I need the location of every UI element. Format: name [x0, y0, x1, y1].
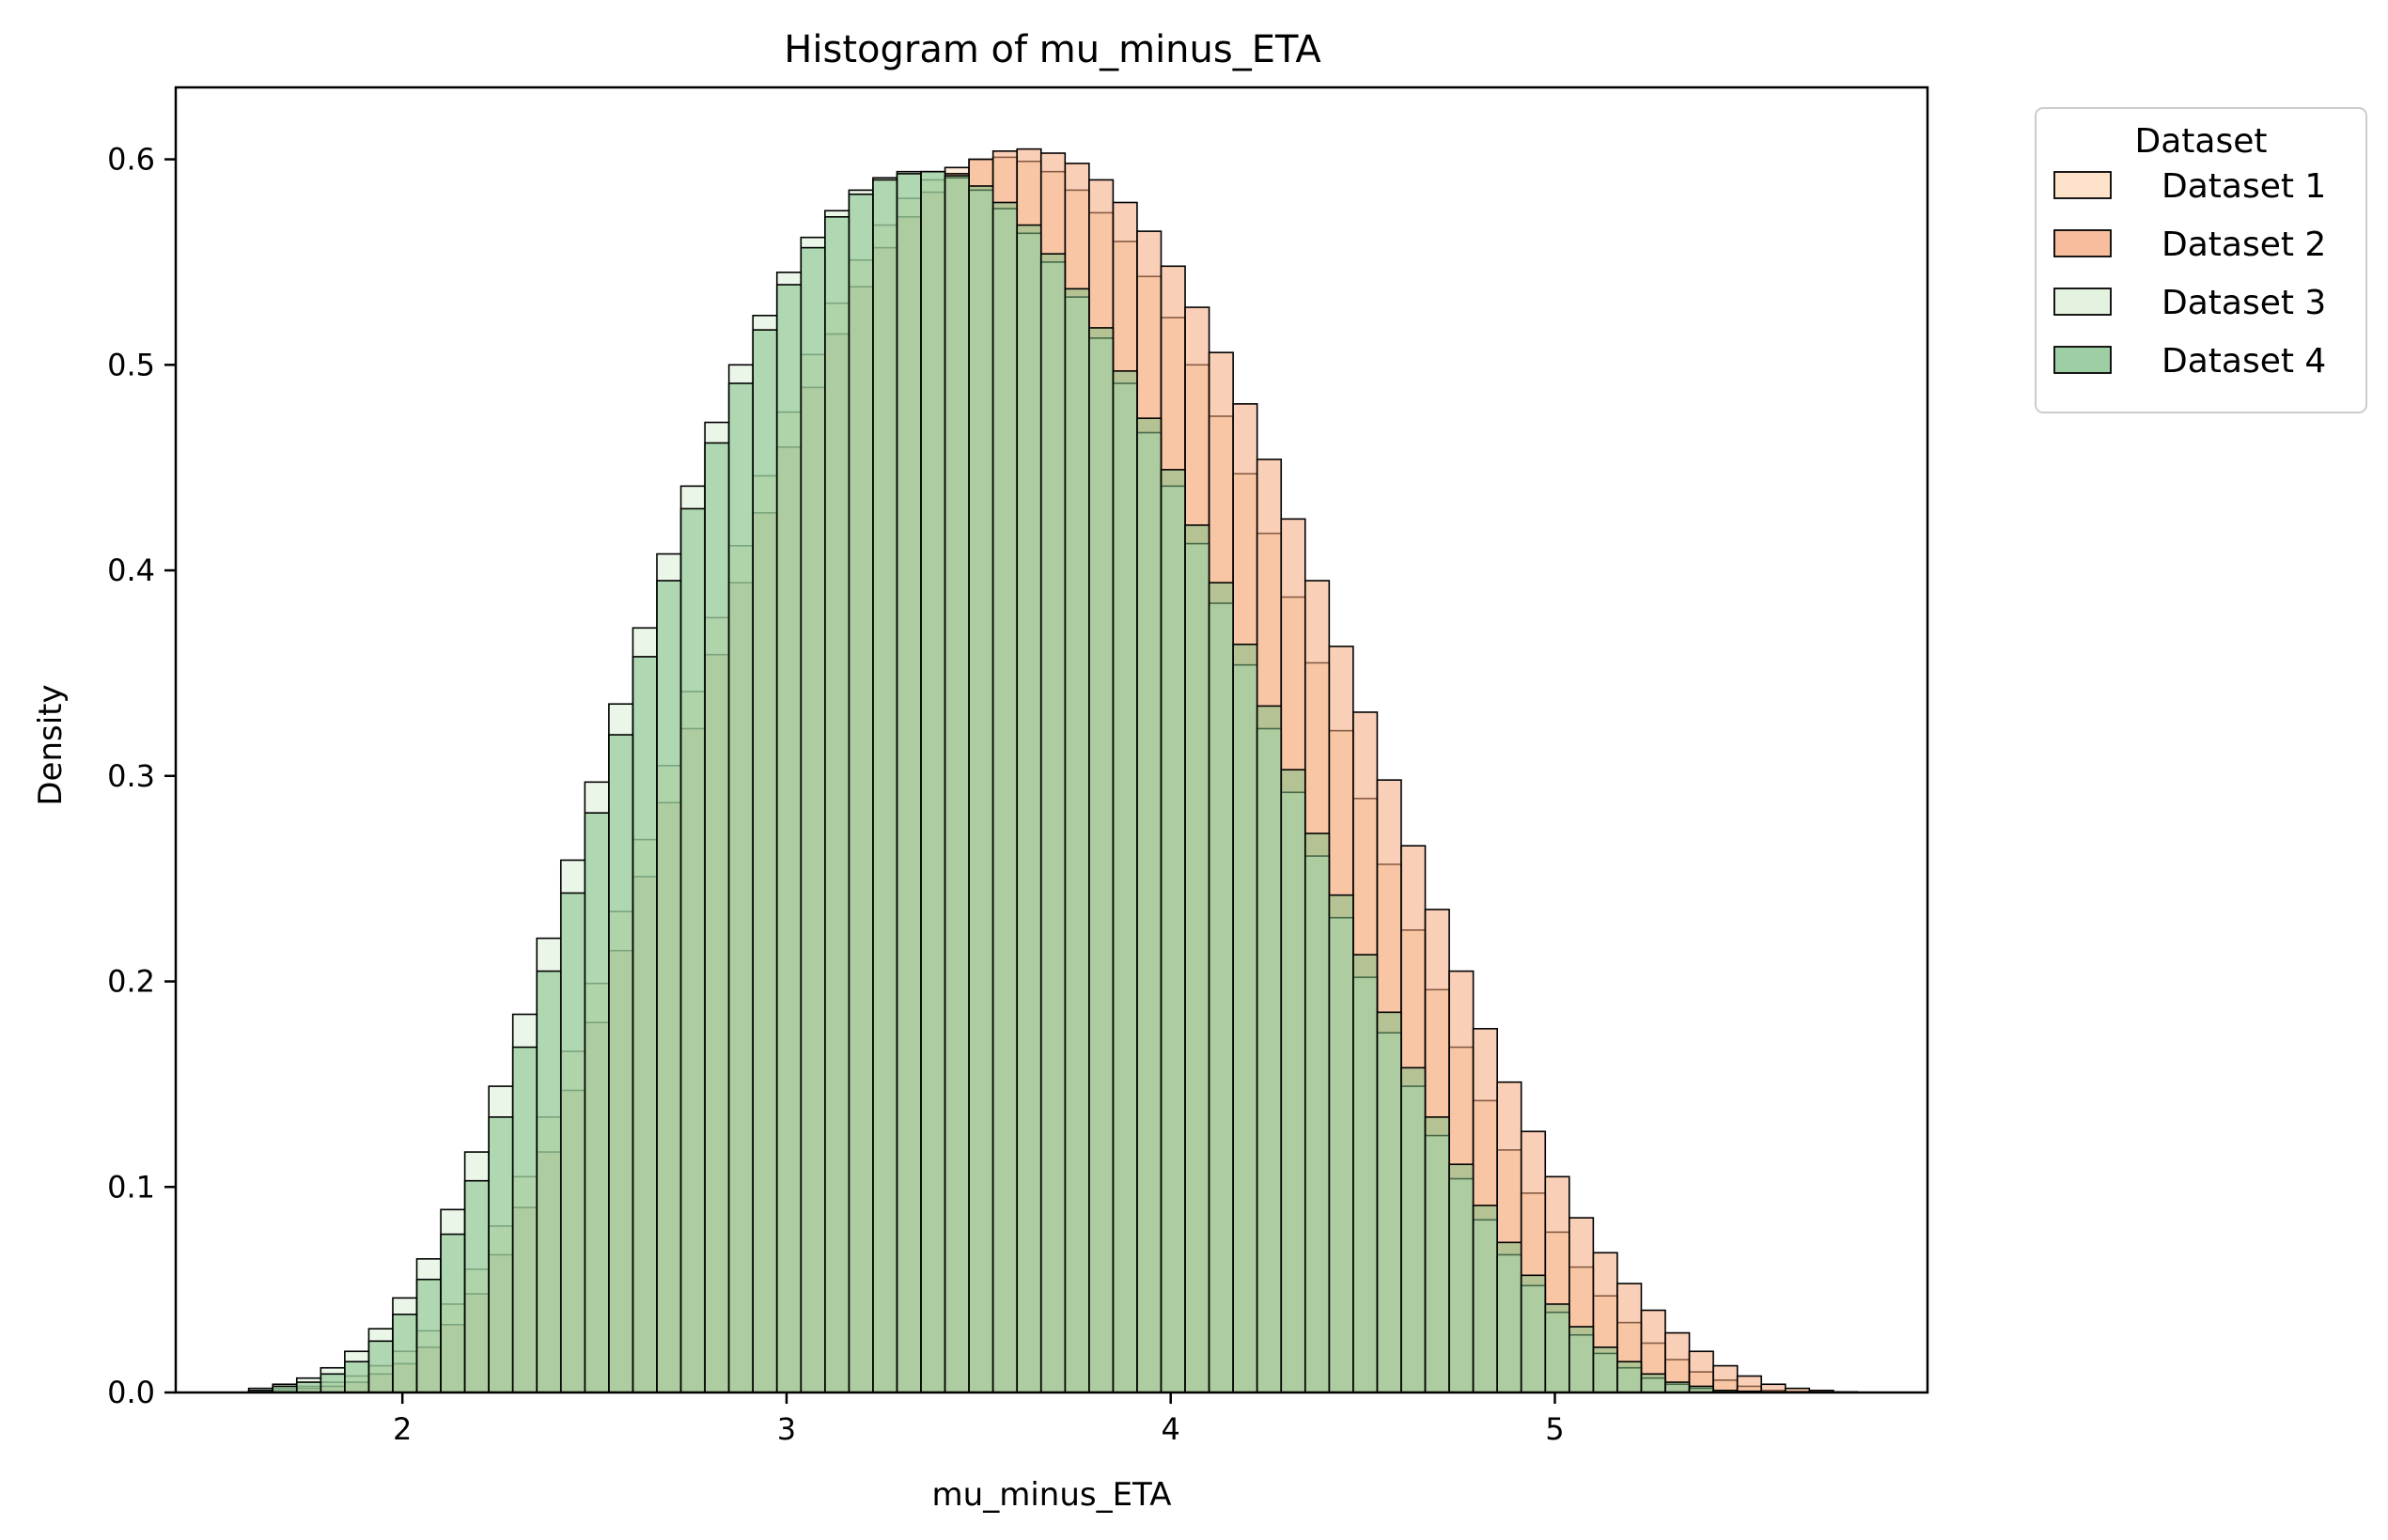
legend-label: Dataset 4 — [2162, 342, 2326, 381]
histogram-bars — [247, 148, 1859, 1393]
histogram-bar — [1112, 370, 1138, 1393]
histogram-bar — [584, 812, 610, 1393]
plot-area — [174, 86, 1929, 1394]
histogram-bar — [320, 1373, 346, 1393]
histogram-bar — [991, 201, 1019, 1393]
histogram-bar — [1569, 1326, 1595, 1393]
legend-label: Dataset 3 — [2162, 284, 2326, 322]
histogram-bar — [1424, 1116, 1450, 1393]
legend-swatch — [2053, 171, 2112, 199]
legend-item: Dataset 3 — [2053, 284, 2326, 322]
histogram-bar — [896, 173, 922, 1393]
histogram-bar — [1712, 1364, 1739, 1393]
histogram-bar — [536, 970, 562, 1393]
y-tick-label: 0.1 — [107, 1169, 155, 1205]
legend-swatch — [2053, 288, 2112, 316]
histogram-bar — [295, 1381, 322, 1393]
histogram-bar — [367, 1340, 394, 1393]
histogram-bar — [1160, 469, 1186, 1393]
plot-frame — [174, 86, 1929, 1394]
histogram-bar — [752, 329, 778, 1393]
y-tick-label: 0.2 — [107, 964, 155, 1000]
histogram-bar — [463, 1179, 490, 1393]
series-4-bars — [247, 170, 1811, 1393]
histogram-bar — [1520, 1274, 1547, 1393]
histogram-bar — [1592, 1346, 1618, 1393]
histogram-bar — [704, 442, 730, 1393]
y-axis-label: Density — [32, 684, 70, 805]
histogram-bar — [1616, 1361, 1643, 1393]
y-tick-label: 0.3 — [107, 758, 155, 794]
histogram-bar — [1544, 1303, 1570, 1393]
histogram-bar — [1016, 224, 1042, 1393]
legend-swatch — [2053, 346, 2112, 374]
histogram-bar — [800, 246, 826, 1393]
histogram-bar — [1496, 1241, 1522, 1393]
y-tick-label: 0.5 — [107, 347, 155, 382]
histogram-bar — [679, 507, 706, 1393]
histogram-bar — [1664, 1381, 1691, 1393]
histogram-bar — [1280, 769, 1306, 1393]
x-tick-label: 2 — [393, 1411, 412, 1447]
histogram-bar — [1232, 643, 1258, 1393]
histogram-bar — [727, 382, 754, 1393]
histogram-bar — [1184, 524, 1210, 1393]
chart-title: Histogram of mu_minus_ETA — [784, 28, 1321, 71]
histogram-bar — [1136, 417, 1163, 1393]
legend-title: Dataset — [2135, 122, 2268, 161]
histogram-bar — [392, 1314, 418, 1393]
x-axis: 2 3 4 5 — [393, 1392, 1565, 1447]
histogram-bar — [1352, 954, 1379, 1393]
histogram-bar — [968, 185, 994, 1393]
histogram-bar — [1088, 327, 1115, 1393]
histogram-bar — [1064, 288, 1090, 1393]
legend-items: Dataset 1 Dataset 2 Dataset 3 Dataset 4 — [2053, 167, 2326, 381]
histogram-bar — [1376, 1011, 1402, 1393]
histogram-bar — [824, 216, 851, 1393]
x-tick-label: 4 — [1162, 1411, 1180, 1447]
histogram-bar — [440, 1233, 466, 1393]
legend-item: Dataset 2 — [2053, 226, 2326, 264]
histogram-bar — [1736, 1375, 1763, 1393]
legend-box — [2035, 107, 2367, 413]
legend-label: Dataset 1 — [2162, 167, 2326, 206]
histogram-bar — [511, 1046, 538, 1393]
histogram-bar — [608, 734, 634, 1393]
histogram-bar — [1400, 1066, 1427, 1393]
x-tick-label: 3 — [777, 1411, 796, 1447]
histogram-bar — [848, 193, 874, 1393]
histogram-bar — [632, 656, 658, 1393]
histogram-bar — [1208, 582, 1234, 1393]
histogram-bar — [1448, 1163, 1475, 1393]
histogram-bar — [1303, 832, 1331, 1393]
y-axis: 0.0 0.1 0.2 0.3 0.4 0.5 0.6 — [107, 142, 176, 1410]
x-tick-label: 5 — [1545, 1411, 1564, 1447]
histogram-bar — [1039, 253, 1067, 1393]
histogram-bar — [344, 1361, 370, 1393]
legend-swatch — [2053, 229, 2112, 257]
legend-item: Dataset 4 — [2053, 342, 2326, 381]
histogram-bar — [1472, 1205, 1498, 1393]
legend-item: Dataset 1 — [2053, 167, 2326, 206]
legend-label: Dataset 2 — [2162, 226, 2326, 264]
histogram-bar — [944, 175, 970, 1393]
histogram-bar — [559, 892, 586, 1393]
histogram-bar — [1328, 894, 1354, 1393]
y-tick-label: 0.6 — [107, 142, 155, 178]
histogram-bar — [872, 179, 898, 1393]
histogram-bar — [415, 1278, 442, 1393]
histogram-bar — [775, 284, 803, 1393]
histogram-bar — [1256, 705, 1283, 1393]
histogram-bar — [920, 170, 946, 1393]
histogram-bar — [488, 1116, 514, 1393]
y-tick-label: 0.0 — [107, 1375, 155, 1410]
y-tick-label: 0.4 — [107, 552, 155, 588]
x-axis-label: mu_minus_ETA — [932, 1476, 1172, 1514]
histogram-bar — [656, 580, 682, 1393]
histogram-bar — [1640, 1373, 1666, 1393]
